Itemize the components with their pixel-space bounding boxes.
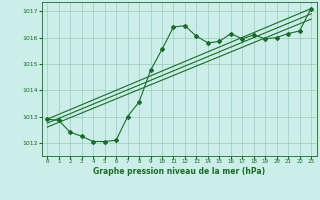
X-axis label: Graphe pression niveau de la mer (hPa): Graphe pression niveau de la mer (hPa) — [93, 167, 265, 176]
